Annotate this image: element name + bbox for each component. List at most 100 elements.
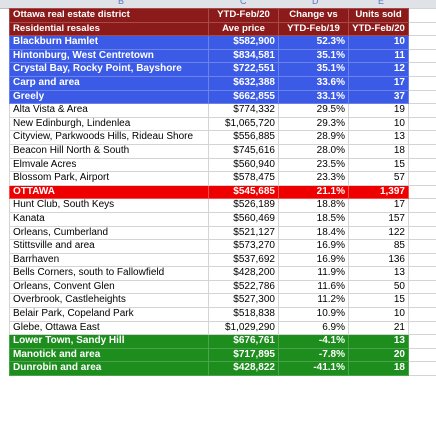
units-sold-cell[interactable]: 18 bbox=[348, 361, 409, 377]
change-percent-cell[interactable]: 6.9% bbox=[278, 320, 349, 336]
change-percent-cell[interactable]: -41.1% bbox=[278, 361, 349, 377]
units-sold-cell[interactable]: 21 bbox=[348, 320, 409, 336]
units-sold-cell[interactable]: 85 bbox=[348, 239, 409, 254]
empty-cell[interactable] bbox=[408, 143, 436, 159]
header-units[interactable]: Units sold bbox=[348, 8, 409, 23]
ave-price-cell[interactable]: $573,270 bbox=[208, 239, 279, 254]
empty-cell[interactable] bbox=[408, 103, 436, 118]
district-name-cell[interactable]: Kanata bbox=[9, 211, 209, 227]
header-ave-price[interactable]: Ave price bbox=[208, 21, 279, 37]
units-sold-cell[interactable]: 122 bbox=[348, 225, 409, 241]
district-name-cell[interactable]: Barrhaven bbox=[9, 252, 209, 268]
ave-price-cell[interactable]: $522,786 bbox=[208, 279, 279, 295]
units-sold-cell[interactable]: 37 bbox=[348, 89, 409, 105]
change-percent-cell[interactable]: 35.1% bbox=[278, 48, 349, 64]
change-percent-cell[interactable]: 29.5% bbox=[278, 103, 349, 118]
district-name-cell[interactable]: Bells Corners, south to Fallowfield bbox=[9, 266, 209, 281]
units-sold-cell[interactable]: 19 bbox=[348, 103, 409, 118]
district-name-cell[interactable]: Manotick and area bbox=[9, 347, 209, 363]
units-sold-cell[interactable]: 17 bbox=[348, 198, 409, 213]
ave-price-cell[interactable]: $834,581 bbox=[208, 48, 279, 64]
ave-price-cell[interactable]: $527,300 bbox=[208, 293, 279, 309]
ave-price-cell[interactable]: $717,895 bbox=[208, 347, 279, 363]
district-name-cell[interactable]: Blossom Park, Airport bbox=[9, 171, 209, 186]
ave-price-cell[interactable]: $556,885 bbox=[208, 130, 279, 145]
empty-cell[interactable] bbox=[408, 252, 436, 268]
district-name-cell[interactable]: Overbrook, Castleheights bbox=[9, 293, 209, 309]
empty-cell[interactable] bbox=[408, 157, 436, 173]
empty-cell[interactable] bbox=[408, 130, 436, 145]
change-percent-cell[interactable]: 52.3% bbox=[278, 35, 349, 50]
units-sold-cell[interactable]: 10 bbox=[348, 307, 409, 322]
ave-price-cell[interactable]: $722,551 bbox=[208, 62, 279, 77]
header-price-period[interactable]: YTD-Feb/20 bbox=[208, 8, 279, 23]
header-change[interactable]: Change vs bbox=[278, 8, 349, 23]
change-percent-cell[interactable]: 28.9% bbox=[278, 130, 349, 145]
units-sold-cell[interactable]: 15 bbox=[348, 293, 409, 309]
change-percent-cell[interactable]: 11.6% bbox=[278, 279, 349, 295]
ave-price-cell[interactable]: $676,761 bbox=[208, 334, 279, 349]
units-sold-cell[interactable]: 13 bbox=[348, 334, 409, 349]
change-percent-cell[interactable]: 16.9% bbox=[278, 239, 349, 254]
ave-price-cell[interactable]: $582,900 bbox=[208, 35, 279, 50]
change-percent-cell[interactable]: 33.1% bbox=[278, 89, 349, 105]
units-sold-cell[interactable]: 57 bbox=[348, 171, 409, 186]
ave-price-cell[interactable]: $537,692 bbox=[208, 252, 279, 268]
empty-cell[interactable] bbox=[408, 293, 436, 309]
units-sold-cell[interactable]: 17 bbox=[348, 75, 409, 91]
empty-cell[interactable] bbox=[408, 307, 436, 322]
district-name-cell[interactable]: Alta Vista & Area bbox=[9, 103, 209, 118]
empty-cell[interactable] bbox=[408, 184, 436, 200]
units-sold-cell[interactable]: 50 bbox=[348, 279, 409, 295]
units-sold-cell[interactable]: 136 bbox=[348, 252, 409, 268]
empty-cell[interactable] bbox=[408, 89, 436, 105]
ave-price-cell[interactable]: $1,065,720 bbox=[208, 116, 279, 132]
units-sold-cell[interactable]: 15 bbox=[348, 157, 409, 173]
empty-cell[interactable] bbox=[408, 48, 436, 64]
district-name-cell[interactable]: Dunrobin and area bbox=[9, 361, 209, 377]
ave-price-cell[interactable]: $428,200 bbox=[208, 266, 279, 281]
empty-cell[interactable] bbox=[408, 279, 436, 295]
header-district[interactable]: Ottawa real estate district bbox=[9, 8, 209, 23]
change-percent-cell[interactable]: 35.1% bbox=[278, 62, 349, 77]
change-percent-cell[interactable]: -4.1% bbox=[278, 334, 349, 349]
ave-price-cell[interactable]: $526,189 bbox=[208, 198, 279, 213]
change-percent-cell[interactable]: 29.3% bbox=[278, 116, 349, 132]
change-percent-cell[interactable]: 21.1% bbox=[278, 184, 349, 200]
district-name-cell[interactable]: Cityview, Parkwoods Hills, Rideau Shore bbox=[9, 130, 209, 145]
units-sold-cell[interactable]: 10 bbox=[348, 35, 409, 50]
district-name-cell[interactable]: Orleans, Convent Glen bbox=[9, 279, 209, 295]
change-percent-cell[interactable]: 11.9% bbox=[278, 266, 349, 281]
empty-cell[interactable] bbox=[408, 21, 436, 37]
district-name-cell[interactable]: Lower Town, Sandy Hill bbox=[9, 334, 209, 349]
units-sold-cell[interactable]: 1,397 bbox=[348, 184, 409, 200]
units-sold-cell[interactable]: 13 bbox=[348, 266, 409, 281]
units-sold-cell[interactable]: 13 bbox=[348, 130, 409, 145]
change-percent-cell[interactable]: 11.2% bbox=[278, 293, 349, 309]
empty-cell[interactable] bbox=[408, 361, 436, 377]
empty-cell[interactable] bbox=[408, 225, 436, 241]
ave-price-cell[interactable]: $560,469 bbox=[208, 211, 279, 227]
units-sold-cell[interactable]: 18 bbox=[348, 143, 409, 159]
district-name-cell[interactable]: Elmvale Acres bbox=[9, 157, 209, 173]
district-name-cell[interactable]: Stittsville and area bbox=[9, 239, 209, 254]
district-name-cell[interactable]: Beacon Hill North & South bbox=[9, 143, 209, 159]
change-percent-cell[interactable]: 18.8% bbox=[278, 198, 349, 213]
change-percent-cell[interactable]: 28.0% bbox=[278, 143, 349, 159]
district-name-cell[interactable]: Hunt Club, South Keys bbox=[9, 198, 209, 213]
ave-price-cell[interactable]: $1,029,290 bbox=[208, 320, 279, 336]
change-percent-cell[interactable]: 16.9% bbox=[278, 252, 349, 268]
units-sold-cell[interactable]: 20 bbox=[348, 347, 409, 363]
empty-cell[interactable] bbox=[408, 198, 436, 213]
district-name-cell[interactable]: Glebe, Ottawa East bbox=[9, 320, 209, 336]
units-sold-cell[interactable]: 157 bbox=[348, 211, 409, 227]
empty-cell[interactable] bbox=[408, 320, 436, 336]
empty-cell[interactable] bbox=[408, 239, 436, 254]
ave-price-cell[interactable]: $560,940 bbox=[208, 157, 279, 173]
district-name-cell[interactable]: Belair Park, Copeland Park bbox=[9, 307, 209, 322]
column-letter-b[interactable]: B bbox=[118, 0, 125, 6]
empty-cell[interactable] bbox=[408, 35, 436, 50]
change-percent-cell[interactable]: 33.6% bbox=[278, 75, 349, 91]
empty-cell[interactable] bbox=[408, 116, 436, 132]
column-letter-e[interactable]: E bbox=[378, 0, 385, 6]
